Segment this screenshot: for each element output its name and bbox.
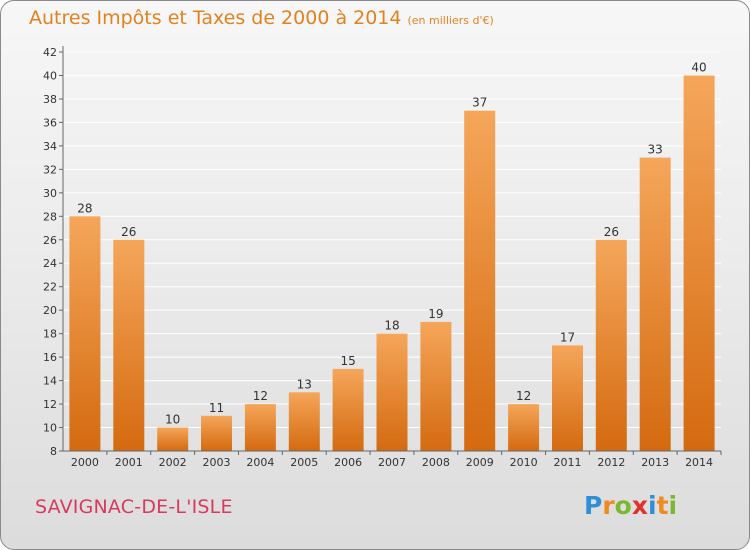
- bar-value-label: 12: [253, 389, 268, 403]
- logo-letter: r: [602, 491, 615, 520]
- x-tick-label: 2004: [246, 456, 274, 469]
- bar: [420, 321, 452, 451]
- bar-value-label: 37: [472, 96, 487, 110]
- bar: [508, 404, 540, 451]
- x-tick-label: 2008: [422, 456, 450, 469]
- x-tick-label: 2011: [553, 456, 581, 469]
- logo-letter: i: [668, 491, 678, 520]
- y-tick-label: 22: [43, 281, 57, 294]
- y-tick-label: 32: [43, 163, 57, 176]
- y-tick-label: 10: [43, 422, 57, 435]
- logo-letter: o: [614, 491, 632, 520]
- x-tick-label: 2012: [597, 456, 625, 469]
- bar: [552, 345, 583, 451]
- bar: [332, 368, 364, 451]
- x-tick-label: 2010: [510, 456, 538, 469]
- y-tick-label: 36: [43, 116, 57, 129]
- bar-value-label: 18: [384, 319, 399, 333]
- chart-title-main: Autres Impôts et Taxes de 2000 à 2014: [29, 7, 402, 29]
- bar-value-label: 15: [340, 354, 355, 368]
- logo-letter: x: [631, 491, 648, 520]
- x-tick-label: 2013: [641, 456, 669, 469]
- y-tick-label: 12: [43, 398, 57, 411]
- bar-value-label: 26: [121, 225, 136, 239]
- y-tick-label: 26: [43, 234, 57, 247]
- y-tick-label: 30: [43, 187, 57, 200]
- bar-value-label: 17: [560, 330, 575, 344]
- x-tick-label: 2000: [71, 456, 99, 469]
- x-tick-label: 2007: [378, 456, 406, 469]
- logo-letter: t: [656, 491, 669, 520]
- bars: [69, 75, 715, 451]
- commune-name: SAVIGNAC-DE-L'ISLE: [35, 496, 233, 518]
- axes: 8 10 12 14 16 18 20 22 24 26 28 30 32 34 36 38 40 42: [43, 46, 722, 458]
- x-tick-label: 2014: [685, 456, 713, 469]
- bar: [288, 392, 320, 451]
- x-tick-label: 2003: [203, 456, 231, 469]
- bar: [69, 216, 101, 451]
- y-tick-label: 42: [43, 46, 57, 59]
- y-tick-label: 38: [43, 93, 57, 106]
- bar-value-label: 13: [297, 377, 312, 391]
- bar: [639, 157, 671, 451]
- y-tick-label: 28: [43, 210, 57, 223]
- bar: [376, 333, 408, 451]
- y-tick-label: 16: [43, 351, 57, 364]
- y-tick-label: 20: [43, 304, 57, 317]
- bar-value-label: 12: [516, 389, 531, 403]
- bar: [683, 75, 715, 451]
- bar-value-label: 28: [77, 201, 92, 215]
- bar: [464, 110, 496, 451]
- bar: [244, 404, 276, 451]
- bar: [595, 239, 627, 451]
- bar-value-label: 33: [648, 143, 663, 157]
- y-tick-label: 40: [43, 69, 57, 82]
- proxiti-logo: Proxiti: [584, 491, 677, 520]
- x-tick-label: 2006: [334, 456, 362, 469]
- x-tick-label: 2009: [466, 456, 494, 469]
- y-tick-label: 8: [50, 445, 57, 458]
- bar-value-label: 26: [604, 225, 619, 239]
- y-tick-label: 18: [43, 328, 57, 341]
- y-tick-label: 34: [43, 140, 57, 153]
- chart-title: Autres Impôts et Taxes de 2000 à 2014 (en…: [29, 7, 494, 29]
- labels: 28 2000 26 2001 10 2002 11 2003 12 2004 13 2005 15 20…: [71, 60, 713, 469]
- chart-title-unit: (en milliers d'€): [407, 14, 494, 27]
- y-tick-label: 14: [43, 375, 57, 388]
- bar-value-label: 19: [428, 307, 443, 321]
- bar-value-label: 10: [165, 413, 180, 427]
- x-tick-label: 2005: [290, 456, 318, 469]
- logo-letter: i: [648, 491, 657, 520]
- bar: [113, 239, 145, 451]
- bar-value-label: 40: [691, 60, 706, 74]
- y-tick-label: 24: [43, 257, 57, 270]
- x-tick-label: 2001: [115, 456, 143, 469]
- bar: [201, 415, 232, 451]
- x-tick-label: 2002: [159, 456, 187, 469]
- bar-value-label: 11: [209, 401, 224, 415]
- bar: [157, 427, 189, 451]
- logo-letter: P: [584, 491, 603, 520]
